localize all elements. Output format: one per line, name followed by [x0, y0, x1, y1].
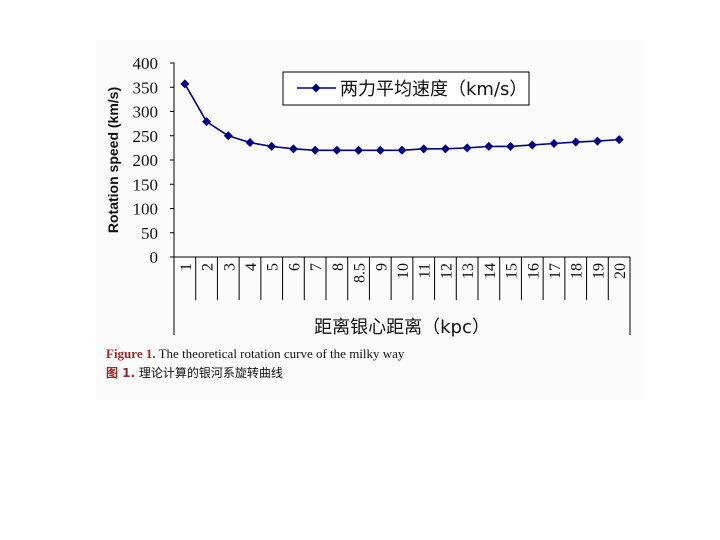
x-tick-label: 18: [569, 263, 586, 279]
data-point: [223, 131, 233, 141]
caption-en-label: Figure 1.: [106, 346, 156, 361]
data-point: [506, 141, 516, 151]
data-point: [267, 141, 277, 151]
legend-label: 两力平均速度（km/s）: [340, 79, 527, 100]
x-tick-label: 2: [200, 263, 217, 271]
y-tick-label: 400: [133, 54, 159, 73]
x-axis-label: 距离银心距离（kpc）: [314, 317, 490, 338]
y-tick-label: 350: [133, 78, 159, 97]
x-tick-label: 3: [221, 263, 238, 271]
caption-zh-label: 图 1.: [106, 366, 136, 380]
y-tick-label: 200: [133, 151, 159, 170]
data-point: [592, 136, 602, 146]
data-point: [202, 117, 212, 127]
data-point: [484, 141, 494, 151]
x-tick-label: 10: [395, 263, 412, 279]
caption-english: Figure 1. The theoretical rotation curve…: [106, 346, 404, 362]
x-tick-label: 19: [590, 263, 607, 279]
caption-chinese: 图 1. 理论计算的银河系旋转曲线: [106, 364, 283, 381]
y-tick-label: 0: [150, 248, 159, 267]
x-tick-label: 16: [525, 263, 542, 279]
data-point: [332, 145, 342, 155]
x-tick-label: 14: [482, 263, 499, 279]
y-tick-label: 300: [133, 103, 159, 122]
data-point: [245, 138, 255, 148]
x-tick-label: 1: [178, 263, 195, 271]
y-tick-label: 50: [141, 224, 158, 243]
y-axis-label: Rotation speed (km/s): [105, 87, 121, 233]
data-point: [288, 144, 298, 154]
data-point: [549, 139, 559, 149]
data-point: [180, 79, 190, 89]
x-tick-label: 20: [612, 263, 629, 279]
legend-marker: [311, 83, 321, 93]
caption-en-text: The theoretical rotation curve of the mi…: [155, 346, 405, 361]
data-point: [310, 145, 320, 155]
x-tick-label: 6: [286, 263, 303, 271]
x-tick-label: 5: [265, 263, 282, 271]
data-point: [419, 144, 429, 154]
data-point: [614, 135, 624, 145]
data-point: [462, 143, 472, 153]
x-tick-label: 17: [547, 263, 564, 279]
data-point: [354, 145, 364, 155]
data-point: [527, 140, 537, 150]
x-tick-label: 13: [460, 263, 477, 279]
x-tick-label: 12: [438, 263, 455, 279]
x-tick-label: 4: [243, 263, 260, 271]
x-tick-label: 15: [504, 263, 521, 279]
x-tick-label: 11: [417, 263, 434, 278]
x-tick-label: 8.5: [352, 263, 369, 283]
data-point: [571, 137, 581, 147]
x-tick-label: 7: [308, 263, 325, 271]
y-tick-label: 150: [133, 175, 159, 194]
data-point: [375, 145, 385, 155]
caption-zh-text: 理论计算的银河系旋转曲线: [135, 366, 283, 380]
y-tick-label: 250: [133, 127, 159, 146]
data-point: [440, 144, 450, 154]
x-tick-label: 9: [373, 263, 390, 271]
x-tick-label: 8: [330, 263, 347, 271]
data-point: [397, 145, 407, 155]
y-tick-label: 100: [133, 200, 159, 219]
